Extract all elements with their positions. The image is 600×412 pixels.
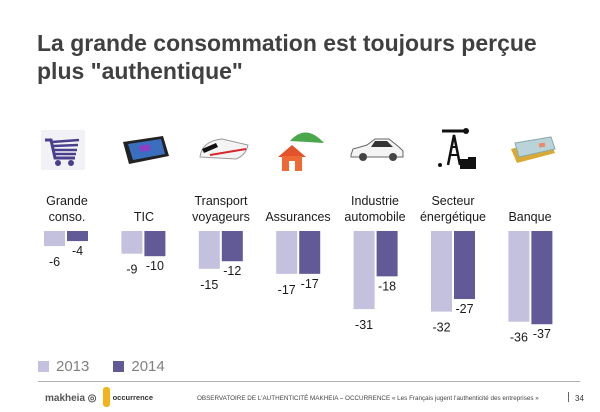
category-label-banque: Banque xyxy=(508,210,552,224)
legend-swatch-2014 xyxy=(113,361,125,372)
tablet-icon xyxy=(115,125,175,175)
house-umbrella-icon xyxy=(271,125,331,175)
category-label-grande-conso: Grande conso. xyxy=(46,194,88,224)
oil-derrick-icon xyxy=(425,125,485,175)
bar-secteur-energetique-2014 xyxy=(454,231,475,300)
data-label-grande-conso-2014: -4 xyxy=(72,244,83,258)
bar-industrie-automobile-2013 xyxy=(353,231,375,310)
data-label-banque-2014: -37 xyxy=(533,327,551,341)
bar-banque-2014 xyxy=(531,231,553,325)
bar-grande-conso-2013 xyxy=(44,231,65,247)
credit-cards-icon xyxy=(504,125,564,175)
page-number: 34 xyxy=(575,394,584,403)
category-label-automobile: Industrie automobile xyxy=(344,194,406,224)
chart-legend: 2013 2014 xyxy=(38,358,189,375)
bar-banque-2013 xyxy=(508,231,530,322)
data-label-tic-2013: -9 xyxy=(126,263,137,277)
slide-title: La grande consommation est toujours perç… xyxy=(37,30,537,84)
data-label-industrie-automobile-2014: -18 xyxy=(378,279,396,293)
legend-item-2013: 2013 xyxy=(38,358,89,375)
bar-assurances-2014 xyxy=(299,231,321,274)
legend-swatch-2013 xyxy=(38,361,49,372)
category-label-tic: TIC xyxy=(133,210,155,224)
data-label-assurances-2014: -17 xyxy=(301,277,319,291)
data-label-assurances-2013: -17 xyxy=(278,283,296,297)
bar-transport-voyageurs-2014 xyxy=(221,231,243,262)
shopping-cart-icon xyxy=(33,125,93,175)
data-label-transport-voyageurs-2014: -12 xyxy=(223,264,241,278)
footer-divider xyxy=(38,381,580,382)
data-label-grande-conso-2013: -6 xyxy=(49,255,60,269)
bar-tic-2014 xyxy=(144,231,166,257)
footer-separator xyxy=(568,392,569,402)
bar-transport-voyageurs-2013 xyxy=(198,231,220,269)
data-label-transport-voyageurs-2013: -15 xyxy=(200,278,218,292)
bar-secteur-energetique-2013 xyxy=(431,231,452,312)
data-label-tic-2014: -10 xyxy=(146,259,164,273)
data-label-secteur-energetique-2013: -32 xyxy=(432,321,450,335)
bar-industrie-automobile-2014 xyxy=(376,231,398,277)
bar-grande-conso-2014 xyxy=(67,231,88,242)
car-icon xyxy=(347,125,407,175)
makheia-logo: makheia ◎ xyxy=(45,393,97,404)
category-label-energie: Secteur énergétique xyxy=(419,194,487,224)
data-label-industrie-automobile-2013: -31 xyxy=(355,318,373,332)
bar-tic-2013 xyxy=(121,231,143,254)
category-label-assurances: Assurances xyxy=(265,210,331,224)
category-label-transport: Transport voyageurs xyxy=(192,194,250,224)
train-icon xyxy=(193,125,253,175)
data-label-banque-2013: -36 xyxy=(510,331,528,345)
legend-item-2014: 2014 xyxy=(113,358,165,375)
occurrence-logo: occurrence xyxy=(103,386,153,408)
footer-caption: OBSERVATOIRE DE L'AUTHENTICITÉ MAKHEIA –… xyxy=(197,395,539,402)
data-label-secteur-energetique-2014: -27 xyxy=(455,302,473,316)
bar-assurances-2013 xyxy=(276,231,298,274)
